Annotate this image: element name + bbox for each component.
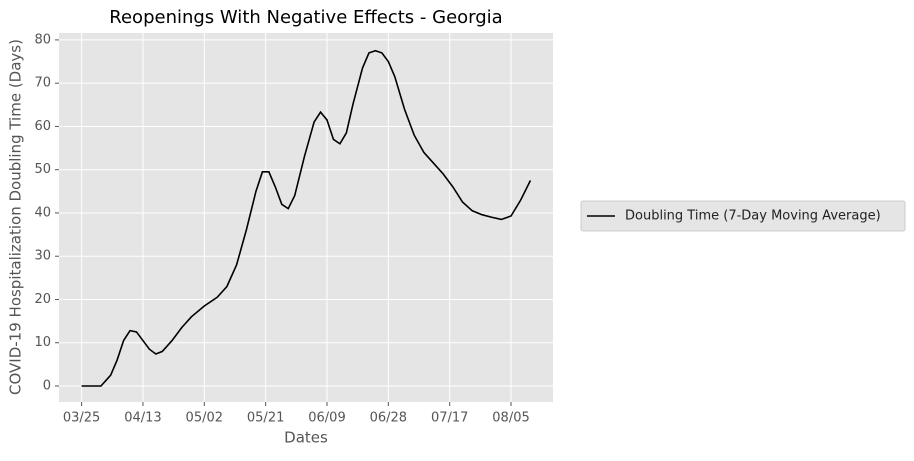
x-tick-label: 04/13 (124, 411, 161, 426)
y-tick-label: 10 (34, 335, 51, 350)
x-tick-label: 05/02 (186, 411, 223, 426)
y-tick-label: 0 (43, 378, 51, 393)
y-tick-label: 60 (34, 119, 51, 134)
x-tick-label: 03/25 (63, 411, 100, 426)
legend-box (580, 200, 906, 232)
y-axis-label: COVID-19 Hospitalization Doubling Time (… (7, 39, 25, 395)
x-axis-label: Dates (284, 429, 328, 447)
chart-title: Reopenings With Negative Effects - Georg… (109, 7, 502, 28)
y-tick-label: 40 (34, 205, 51, 220)
y-tick-label: 70 (34, 76, 51, 91)
x-tick-label: 08/05 (492, 411, 529, 426)
plot-area (59, 33, 553, 402)
x-tick-label: 06/28 (370, 411, 407, 426)
legend-label: Doubling Time (7-Day Moving Average) (625, 209, 881, 224)
y-tick-label: 80 (34, 32, 51, 47)
y-tick-label: 50 (34, 162, 51, 177)
data-line (81, 49, 532, 387)
x-tick-label: 05/21 (247, 411, 284, 426)
y-tick-label: 30 (34, 249, 51, 264)
x-tick-label: 07/17 (431, 411, 468, 426)
y-tick-label: 20 (34, 292, 51, 307)
x-tick-label: 06/09 (308, 411, 345, 426)
